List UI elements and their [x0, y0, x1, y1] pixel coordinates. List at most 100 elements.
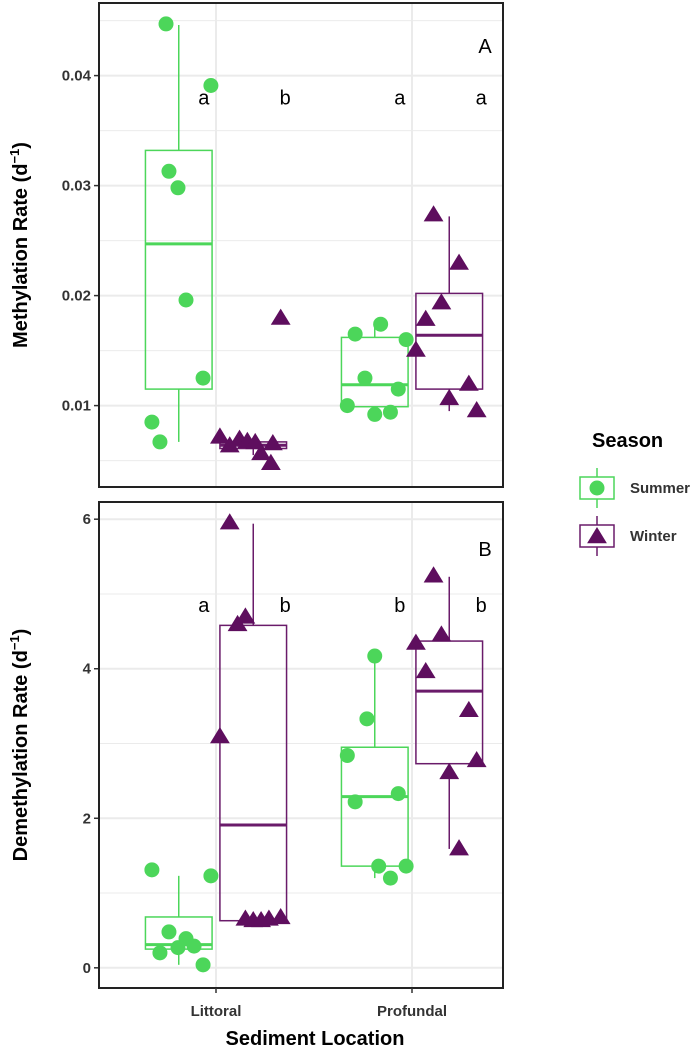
panel-B: 0 2 4 6 Demethylation Rate (d−1) Ba b b b: [7, 501, 504, 989]
point-winter: [219, 513, 240, 530]
point-winter: [458, 700, 479, 718]
significance-letter: b: [476, 595, 487, 617]
point-winter: [466, 401, 487, 418]
point-summer: [161, 924, 177, 940]
point-winter: [251, 443, 271, 461]
y-tick-label: 0.03: [62, 178, 91, 195]
point-summer: [203, 78, 219, 93]
significance-letter: b: [280, 88, 291, 110]
point-summer: [152, 434, 168, 450]
y-axis-title: Demethylation Rate (d−1): [7, 629, 32, 862]
y-tick-label: 2: [83, 810, 91, 827]
y-tick-label: 4: [83, 661, 92, 678]
point-summer: [178, 292, 194, 308]
point-summer: [170, 940, 186, 956]
point-winter: [458, 374, 479, 391]
y-axis-title-close: ): [10, 142, 32, 149]
box-littoral-summer: [144, 25, 213, 442]
point-summer: [347, 326, 363, 342]
significance-letter: a: [198, 88, 210, 110]
point-summer: [339, 747, 355, 763]
point-winter: [449, 253, 469, 270]
point-summer: [144, 862, 160, 878]
point-winter: [415, 309, 436, 326]
point-winter: [235, 909, 256, 926]
point-summer: [398, 332, 414, 348]
point-summer: [359, 711, 375, 727]
panel-A: 0.01 0.02 0.03 0.04 Methylation Rate (d−1) Aa…: [7, 2, 504, 488]
point-winter: [260, 453, 281, 470]
y-tick-label: 0: [83, 960, 91, 977]
box-profundal-summer: [340, 656, 409, 879]
point-summer: [195, 957, 211, 973]
point-summer: [144, 414, 160, 430]
iqr-box: [144, 149, 213, 390]
y-axis-title-sup: −1: [7, 149, 22, 164]
legend-label: Winter: [630, 528, 677, 545]
significance-letter: b: [394, 595, 405, 617]
point-winter: [423, 566, 444, 583]
legend-entry-summer: Summer: [579, 468, 690, 508]
x-tick-label: Profundal: [377, 1003, 447, 1020]
y-axis-title: Methylation Rate (d−1): [7, 142, 32, 348]
legend-circle-icon: [589, 480, 605, 496]
significance-letter: b: [280, 595, 291, 617]
y-tick-label: 0.04: [62, 68, 92, 85]
x-tick-label: Littoral: [191, 1003, 242, 1020]
point-summer: [195, 370, 211, 386]
point-winter: [423, 205, 444, 222]
y-axis-title-close: ): [10, 629, 32, 636]
legend-triangle-icon: [587, 527, 607, 544]
y-tick-label: 6: [83, 511, 91, 528]
legend: Season Summer Winter: [579, 430, 690, 556]
point-summer: [161, 163, 177, 179]
y-axis-title-sup: −1: [7, 635, 22, 650]
point-summer: [382, 870, 398, 886]
point-winter: [227, 614, 248, 632]
point-winter: [415, 661, 436, 679]
y-axis-title-text: Demethylation Rate (d: [10, 650, 32, 861]
point-winter: [406, 340, 426, 357]
point-winter: [466, 750, 487, 768]
point-winter: [431, 293, 452, 310]
y-tick-label: 0.02: [62, 288, 91, 305]
point-summer: [398, 858, 414, 874]
point-summer: [367, 406, 383, 422]
legend-entry-winter: Winter: [579, 516, 677, 556]
point-winter: [262, 434, 283, 451]
significance-letter: a: [476, 88, 488, 110]
point-winter: [219, 436, 240, 453]
point-summer: [371, 858, 387, 874]
legend-label: Summer: [630, 480, 690, 497]
point-summer: [339, 398, 355, 414]
point-summer: [390, 786, 406, 802]
point-winter: [439, 388, 460, 406]
box-littoral-winter: [219, 523, 288, 922]
point-winter: [235, 607, 256, 624]
point-winter: [406, 633, 426, 650]
point-summer: [390, 381, 406, 397]
x-axis-title: Sediment Location: [226, 1028, 405, 1050]
panel-label: B: [478, 539, 491, 561]
point-winter: [431, 625, 452, 642]
y-axis-title-text: Methylation Rate (d: [10, 164, 32, 348]
point-winter: [270, 907, 291, 925]
point-winter: [210, 727, 230, 744]
point-summer: [357, 370, 373, 386]
point-summer: [382, 404, 398, 420]
legend-title: Season: [592, 430, 663, 452]
point-summer: [367, 648, 383, 664]
point-summer: [347, 794, 363, 810]
point-winter: [245, 432, 266, 450]
iqr-box: [340, 336, 409, 408]
y-tick-label: 0.01: [62, 398, 91, 415]
significance-letter: a: [198, 595, 210, 617]
point-winter: [210, 427, 230, 444]
point-summer: [373, 316, 389, 332]
significance-letter: a: [394, 88, 406, 110]
iqr-box: [415, 640, 484, 765]
point-summer: [170, 180, 186, 196]
point-summer: [152, 945, 168, 961]
point-summer: [158, 16, 174, 32]
